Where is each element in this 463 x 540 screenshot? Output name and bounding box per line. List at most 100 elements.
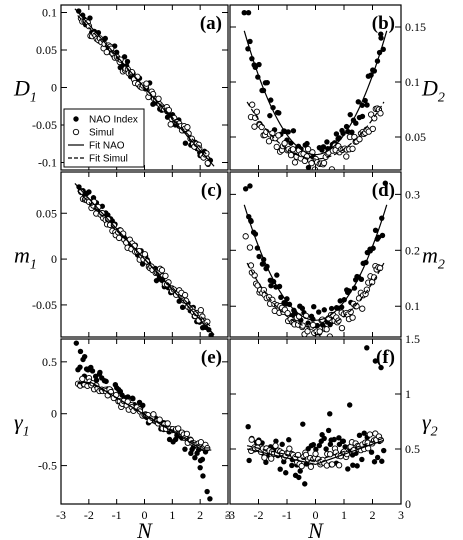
simul-point [369, 125, 376, 133]
simul-point [316, 328, 323, 335]
y-tick-label: 0.05 [36, 206, 57, 220]
nao-point [268, 283, 274, 289]
simul-point [343, 153, 350, 160]
nao-point [364, 102, 370, 108]
plot-area [74, 8, 215, 168]
panel-label: (c) [201, 180, 222, 201]
simul-point [167, 121, 174, 128]
nao-point [350, 462, 356, 468]
x-tick-label: -2 [84, 508, 94, 522]
nao-point [246, 457, 252, 464]
nao-point [97, 369, 103, 376]
fit-line-simul [77, 383, 212, 449]
nao-point [267, 112, 273, 119]
nao-point [323, 446, 329, 452]
fit-line-nao [74, 183, 215, 336]
nao-point [349, 129, 355, 135]
nao-point [89, 368, 96, 374]
nao-point [359, 456, 365, 463]
simul-point [338, 324, 346, 332]
nao-point [364, 345, 370, 351]
nao-point [274, 272, 280, 278]
y-axis-label: D1 [13, 76, 37, 106]
nao-point [316, 309, 322, 315]
y-tick-label: 0.5 [405, 442, 420, 456]
simul-point [349, 145, 356, 152]
simul-point [307, 463, 315, 470]
y-tick-label: 0.1 [405, 75, 420, 89]
simul-point [204, 159, 211, 167]
simul-point [261, 454, 268, 461]
simul-point [268, 455, 275, 462]
simul-point [328, 166, 336, 170]
nao-point [347, 402, 353, 408]
simul-point [320, 159, 328, 167]
panel-label: (f) [376, 347, 395, 368]
simul-point [181, 291, 189, 299]
simul-point [304, 145, 312, 153]
nao-point [358, 276, 365, 283]
nao-point [302, 481, 308, 487]
nao-point [245, 424, 251, 430]
simul-point [79, 375, 86, 383]
nao-point [356, 432, 363, 439]
simul-point [242, 233, 249, 240]
nao-point [197, 464, 203, 471]
simul-point [287, 151, 295, 159]
legend-label: Simul [89, 128, 114, 139]
nao-point [263, 459, 269, 465]
x-axis-label: N [136, 518, 153, 540]
nao-point [379, 232, 386, 239]
nao-point [296, 474, 302, 481]
simul-point [377, 110, 384, 117]
nao-point [327, 441, 334, 448]
simul-point [150, 411, 157, 418]
x-tick-label: 0 [313, 508, 319, 522]
nao-point [371, 459, 378, 465]
simul-point [115, 234, 123, 242]
panel-label: (d) [372, 180, 395, 201]
y-tick-label: 0.1 [405, 299, 420, 313]
nao-point [87, 15, 93, 21]
plot-area [245, 345, 387, 487]
simul-point [335, 462, 343, 469]
simul-point [248, 436, 255, 443]
nao-point [245, 10, 252, 16]
nao-point [354, 463, 360, 469]
simul-point [260, 286, 268, 294]
nao-point [140, 402, 146, 408]
nao-point [374, 454, 381, 461]
y-tick-label: 0.05 [405, 130, 426, 144]
y-axis-label: m2 [422, 243, 445, 273]
y-tick-label: -0.5 [38, 459, 57, 473]
simul-point [359, 305, 366, 312]
simul-point [356, 136, 363, 143]
nao-point [200, 473, 206, 479]
y-tick-label: -0.1 [38, 156, 57, 170]
simul-point [249, 101, 256, 108]
nao-point [328, 305, 335, 312]
fit-line-nao [243, 204, 388, 321]
nao-point [77, 348, 84, 355]
simul-point [251, 123, 258, 130]
nao-point [290, 128, 297, 134]
nao-point [73, 340, 80, 346]
simul-point [255, 438, 262, 446]
panel-label: (e) [201, 347, 222, 368]
y-tick-label: 0.05 [36, 43, 57, 57]
nao-point [289, 462, 295, 469]
y-tick-label: -0.05 [32, 298, 57, 312]
simul-point [258, 123, 265, 131]
simul-point [164, 420, 171, 427]
nao-point [372, 227, 379, 233]
nao-point [130, 396, 136, 402]
nao-point [297, 468, 303, 474]
panel-a: 0.1 0.05 0 -0.05 -0.1 D1 (a) NAO Index Simul Fit … [13, 4, 229, 171]
simul-point [272, 442, 279, 449]
simul-point [347, 308, 354, 316]
legend-marker-open [72, 128, 80, 136]
nao-point [276, 110, 282, 116]
nao-point [299, 305, 306, 312]
y-tick-label: 1 [405, 387, 411, 401]
nao-point [347, 111, 353, 118]
